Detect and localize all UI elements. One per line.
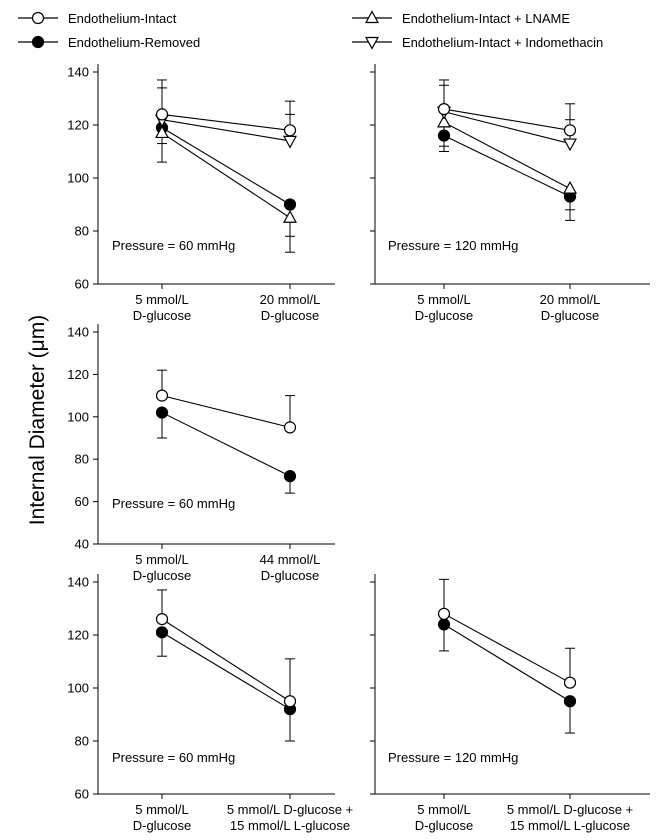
y-tick-label: 140 [67,575,89,590]
x-category-label: 20 mmol/L [540,292,601,307]
series-line [161,618,291,702]
data-point [155,389,169,402]
data-point [155,108,169,121]
x-category-label: D-glucose [133,568,192,583]
y-tick-label: 60 [75,787,89,802]
series-line [443,111,571,145]
y-tick-label: 100 [67,681,89,696]
legend-item: Endothelium-Intact + LNAME [352,10,570,26]
x-category-label: D-glucose [133,818,192,833]
x-category-label: 5 mmol/L [417,292,470,307]
y-tick-label: 80 [75,452,89,467]
data-point [283,695,297,708]
x-category-label: 44 mmol/L [260,552,321,567]
series-line [161,113,291,131]
legend-marker [364,10,380,24]
series-line [161,119,291,142]
x-category-label: 15 mmol/L L-glucose [510,818,630,833]
y-tick-label: 140 [67,65,89,80]
panel-annotation: Pressure = 60 mmHg [112,496,235,511]
panel-annotation: Pressure = 120 mmHg [388,750,518,765]
panel-annotation: Pressure = 120 mmHg [388,238,518,253]
legend-marker [31,35,45,49]
x-category-label: D-glucose [133,308,192,323]
legend-item: Endothelium-Intact [18,11,177,26]
x-category-label: D-glucose [415,818,474,833]
legend-label: Endothelium-Intact [68,11,177,26]
series-line [161,412,291,477]
x-category-label: D-glucose [261,308,320,323]
x-category-label: 5 mmol/L D-glucose + [507,802,633,817]
x-category-label: D-glucose [261,568,320,583]
data-point [437,607,451,620]
panel-annotation: Pressure = 60 mmHg [112,238,235,253]
data-point [436,114,452,128]
x-category-label: 5 mmol/L [135,552,188,567]
data-point [437,618,451,631]
x-category-label: 5 mmol/L [135,802,188,817]
series-line [443,121,571,190]
y-tick-label: 40 [75,537,89,552]
x-category-label: 5 mmol/L [135,292,188,307]
data-point [283,421,297,434]
data-point [563,695,577,708]
y-tick-label: 80 [75,224,89,239]
series-line [161,631,291,710]
series-line [443,613,571,684]
x-category-label: 15 mmol/L L-glucose [230,818,350,833]
data-point [282,135,298,149]
y-tick-label: 120 [67,628,89,643]
data-point [437,129,451,142]
data-point [563,124,577,137]
legend-label: Endothelium-Removed [68,35,200,50]
y-tick-label: 140 [67,325,89,340]
data-point [563,676,577,689]
y-tick-label: 100 [67,171,89,186]
legend-marker [31,11,45,25]
data-point [155,406,169,419]
legend-marker [364,36,380,50]
series-line [161,127,291,205]
chart-panel: 60 80 100 120 140 5 mmol/LD-glucose 5 mmol/L D… [67,574,353,833]
data-point [155,612,169,626]
x-category-label: 5 mmol/L [417,802,470,817]
data-point [282,209,298,223]
y-tick-label: 60 [75,277,89,292]
series-line [443,108,571,131]
data-point [155,626,169,639]
chart-panel: 5 mmol/LD-glucose 5 mmol/L D-glucose +15 … [370,574,650,833]
legend: Endothelium-Intact Endothelium-Removed End… [18,10,603,50]
series-line [443,623,571,702]
legend-label: Endothelium-Intact + LNAME [402,11,570,26]
data-point [283,124,297,137]
data-point [562,180,578,194]
x-category-label: 5 mmol/L D-glucose + [227,802,353,817]
y-tick-label: 120 [67,367,89,382]
data-point [283,470,297,483]
panel-annotation: Pressure = 60 mmHg [112,750,235,765]
legend-item: Endothelium-Removed [18,35,200,50]
x-category-label: 20 mmol/L [260,292,321,307]
x-category-label: D-glucose [415,308,474,323]
data-point [154,125,170,139]
legend-label: Endothelium-Intact + Indomethacin [402,35,603,50]
x-category-label: D-glucose [541,308,600,323]
data-point [562,138,578,152]
y-tick-label: 80 [75,734,89,749]
legend-item: Endothelium-Intact + Indomethacin [352,35,603,50]
series-line [161,395,291,428]
series-line [443,135,571,198]
y-tick-label: 60 [75,494,89,509]
data-point [283,198,297,211]
series-line [161,132,291,219]
y-axis-label: Internal Diameter (μm) [26,315,49,525]
data-point [437,102,451,116]
y-tick-label: 120 [67,118,89,133]
y-tick-label: 100 [67,409,89,424]
